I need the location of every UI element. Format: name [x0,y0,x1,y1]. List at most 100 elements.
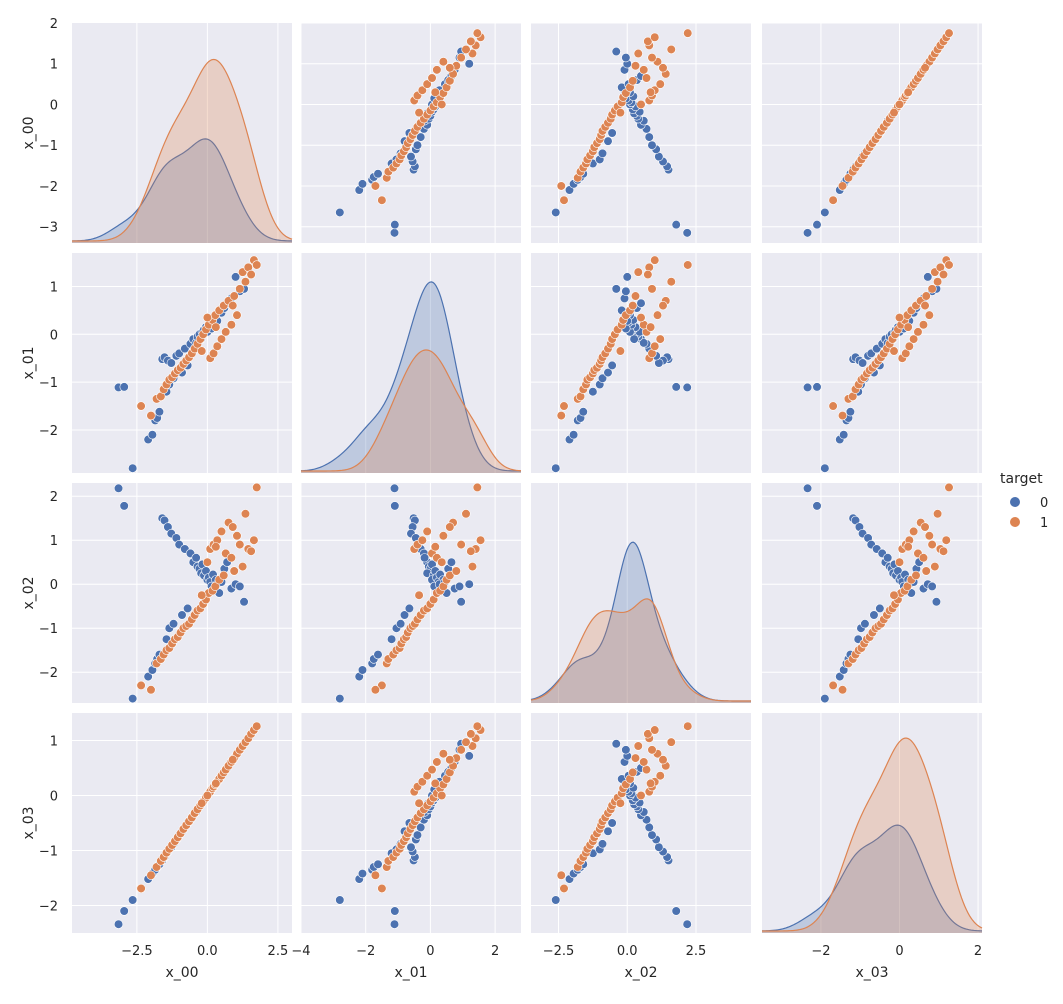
scatter-point-target-1 [921,566,931,576]
x-tick-label: −4 [291,944,310,959]
panel-background [762,713,982,933]
scatter-point-target-1 [445,755,455,765]
scatter-point-target-1 [472,28,482,38]
scatter-point-target-0 [621,286,631,296]
y-tick-label: −1 [39,845,58,860]
scatter-point-target-1 [683,721,693,731]
scatter-point-target-0 [406,842,416,852]
scatter-point-target-1 [430,87,440,97]
scatter-point-target-1 [216,526,227,537]
y-axis-label-x_01: x_01 [21,346,37,379]
scatter-point-target-1 [430,778,440,789]
scatter-point-target-0 [857,358,868,368]
scatter-point-target-0 [927,581,937,592]
panel-background [531,23,751,243]
kde-fill-target-0 [762,825,982,933]
scatter-point-target-0 [113,483,124,493]
scatter-point-target-0 [183,603,193,614]
scatter-point-target-0 [335,207,345,218]
scatter-point-target-0 [622,272,632,282]
scatter-point-target-1 [615,798,625,808]
scatter-point-target-0 [611,284,621,294]
x-tick-label: −2.5 [121,944,153,959]
scatter-point-target-0 [603,826,613,836]
kde-line-target-0 [761,824,983,932]
scatter-point-target-1 [909,334,919,344]
x-axis-label-x_01: x_01 [394,965,427,981]
scatter-point-target-1 [658,301,668,311]
scatter-point-target-1 [904,341,914,351]
scatter-point-target-1 [246,546,256,556]
y-tick-label: 0 [50,790,58,805]
panel-x_02-vs-x_01 [300,482,521,704]
scatter-point-target-1 [451,566,461,576]
scatter-point-target-1 [630,61,641,71]
scatter-point-target-1 [212,341,222,351]
kde-fill-target-0 [531,542,751,703]
scatter-point-target-1 [417,535,427,545]
x-tick-label: 2 [974,944,982,959]
scatter-point-target-1 [903,87,913,97]
panel-x_02-vs-x_00 [72,482,292,704]
scatter-point-target-1 [918,553,929,563]
scatter-point-target-1 [377,195,387,205]
scatter-point-target-1 [903,322,913,332]
scatter-point-target-0 [389,919,400,929]
scatter-point-target-1 [211,778,221,789]
scatter-point-target-1 [633,48,643,59]
scatter-point-target-0 [802,483,813,493]
scatter-point-target-1 [615,346,625,356]
panels-layer [71,22,983,933]
legend-label-0: 0 [1040,496,1048,511]
y-tick-label: 2 [50,17,58,32]
panel-x_03-vs-x_03 [761,713,983,933]
scatter-point-target-1 [432,65,442,75]
scatter-point-target-1 [252,482,262,493]
y-tick-label: −2 [39,424,58,439]
scatter-point-target-1 [628,76,638,86]
scatter-point-target-0 [419,553,430,563]
scatter-point-target-1 [944,260,954,270]
scatter-point-target-1 [208,348,219,359]
scatter-point-target-0 [644,822,654,833]
scatter-point-target-0 [812,220,822,230]
scatter-point-target-1 [414,108,424,118]
kde-fill-target-1 [72,59,292,243]
scatter-point-target-1 [889,590,899,600]
scatter-point-target-1 [643,269,653,280]
panel-x_01-vs-x_03 [762,253,982,473]
kde-fill-target-1 [762,738,982,933]
scatter-point-target-0 [191,553,201,563]
scatter-point-target-1 [136,401,146,411]
x-tick-label: 2 [491,944,499,959]
kde-fill-target-0 [301,281,521,473]
scatter-point-target-1 [828,195,838,205]
y-tick-label: 0 [50,578,58,593]
panel-x_01-vs-x_00 [72,253,292,473]
scatter-point-target-1 [226,320,236,330]
panel-background [72,23,292,243]
y-tick-label: 2 [50,490,58,505]
scatter-point-target-0 [357,179,368,189]
scatter-point-target-1 [438,531,448,541]
scatter-point-target-1 [647,284,657,294]
scatter-point-target-1 [467,48,478,59]
scatter-point-target-1 [894,312,905,323]
scatter-point-target-1 [615,108,625,118]
scatter-point-target-1 [427,73,437,83]
x-axis-label-x_02: x_02 [624,965,657,981]
kde-line-target-0 [71,138,293,242]
scatter-point-target-0 [373,859,383,869]
scatter-point-target-1 [466,729,476,739]
legend-label-1: 1 [1040,516,1048,531]
kde-line-target-1 [72,58,293,242]
panel-x_03-vs-x_02 [531,713,751,933]
panel-x_02-vs-x_02 [530,483,751,703]
x-tick-label: 0.0 [617,944,638,959]
scatter-point-target-0 [654,842,664,852]
panel-x_00-vs-x_00 [71,23,293,243]
scatter-point-target-0 [682,228,692,238]
legend-marker-0 [1009,496,1021,508]
scatter-point-target-1 [417,85,427,95]
